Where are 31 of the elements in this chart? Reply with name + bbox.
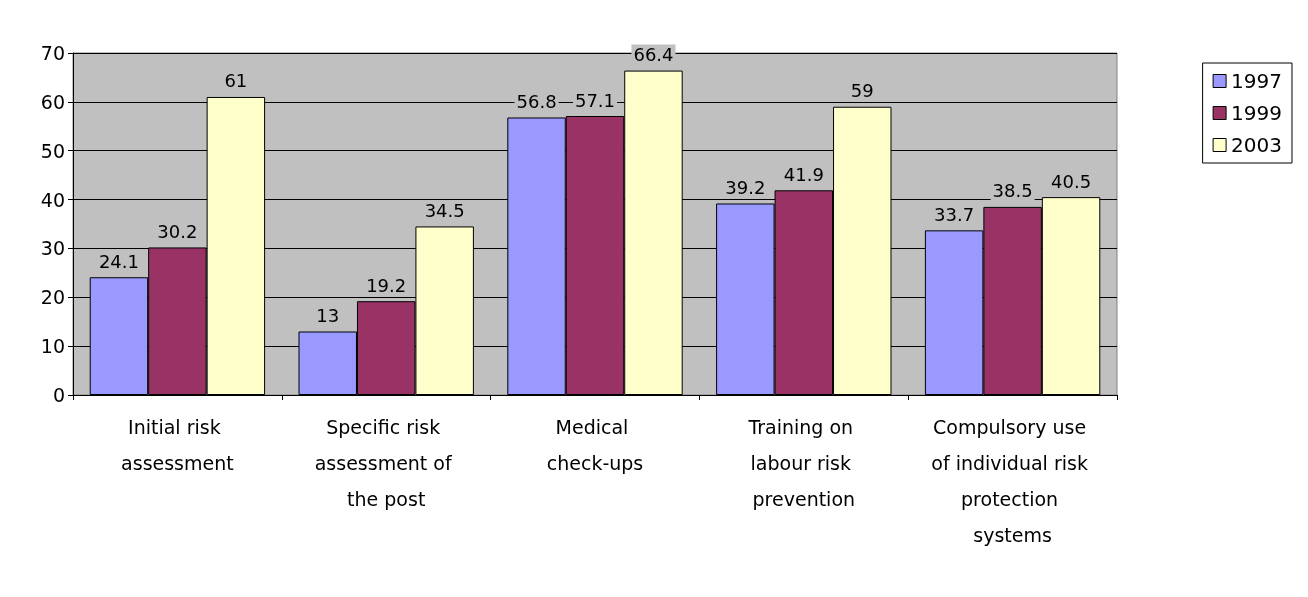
legend-label: 1997 [1231, 69, 1283, 93]
y-tick-label: 40 [40, 188, 65, 211]
y-tick-label: 70 [40, 42, 65, 64]
data-label: 40.5 [1051, 170, 1092, 192]
y-tick-label: 20 [40, 286, 65, 309]
data-label: 56.8 [516, 90, 557, 112]
y-tick-label: 0 [52, 384, 65, 406]
x-tick-label: Medical check-ups [546, 416, 644, 474]
y-tick-label: 50 [40, 139, 65, 162]
legend-label: 2003 [1231, 133, 1283, 157]
data-label: 24.1 [98, 250, 139, 272]
data-label: 30.2 [157, 220, 198, 242]
x-tick-label: Training on labour risk prevention [747, 416, 860, 510]
legend-label: 1999 [1231, 101, 1283, 125]
x-tick-label: Specific risk assessment of the post [314, 416, 458, 510]
y-tick-label: 10 [40, 335, 65, 358]
x-tick-label: Initial risk assessment [121, 416, 234, 474]
data-label: 34.5 [424, 199, 465, 221]
y-tick-label: 60 [40, 90, 65, 113]
data-label: 38.5 [992, 180, 1033, 202]
data-label: 57.1 [574, 89, 616, 111]
y-tick-label: 30 [40, 237, 65, 260]
data-label: 66.4 [633, 44, 674, 66]
data-label: 19.2 [366, 274, 407, 296]
data-label: 61 [224, 70, 248, 92]
data-label: 41.9 [783, 163, 824, 185]
x-tick-label: Compulsory use of individual risk protection systems [931, 416, 1094, 546]
data-label: 39.2 [725, 176, 766, 198]
data-label: 33.7 [934, 203, 975, 225]
data-label: 13 [316, 304, 340, 326]
data-label: 59 [850, 80, 874, 102]
